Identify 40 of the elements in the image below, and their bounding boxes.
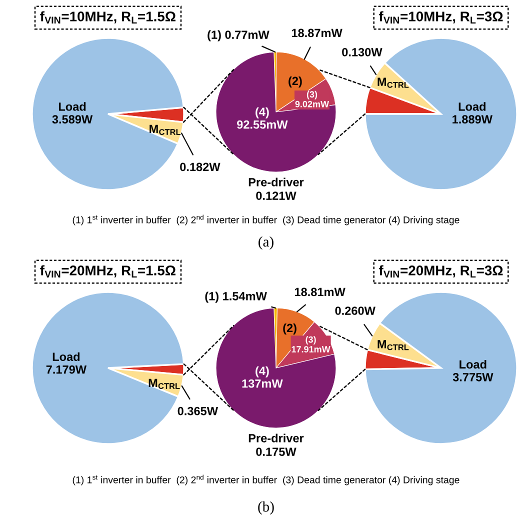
text: (1) 1$^{st}$ inverter in buffer (2) 2$^{nd}$ inverter in buffer (3) Dead time generator (4) Driving stage	[72, 214, 460, 226]
data-label: 18.87mW	[292, 28, 342, 38]
data-label: 0.182W	[180, 162, 220, 172]
slice-label: Load	[460, 360, 486, 369]
text: (b)	[258, 501, 274, 515]
data-label: 92.55mW	[237, 120, 288, 129]
text: (a)	[258, 236, 274, 250]
chart-title: f$_{VIN}$=20MHz, R$_{L}$=3Ω	[378, 265, 503, 278]
slice-label: (1) 1.54mW	[205, 292, 267, 303]
slice-label: (1) 0.77mW	[208, 30, 270, 42]
slice-label: Load	[458, 102, 486, 111]
data-label: 7.179W	[46, 365, 87, 374]
text: Pre-driver 0.121W	[248, 178, 304, 200]
slice-label: (4)	[256, 107, 269, 118]
data-label: 3.589W	[52, 115, 93, 124]
slice-label: (3)	[306, 336, 316, 345]
slice-label: M$_{CTRL}$	[150, 124, 181, 135]
data-label: 0.130W	[342, 48, 382, 56]
slice-label: (2)	[288, 76, 302, 88]
slice-label: M$_{CTRL}$	[148, 378, 180, 389]
data-label: 9.02mW	[295, 100, 330, 108]
data-label: 18.81mW	[294, 288, 346, 296]
slice-label: Load	[58, 102, 86, 111]
slice-label: (2)	[283, 323, 296, 335]
slice-label: Load	[52, 352, 80, 362]
data-label: 137mW	[242, 379, 283, 388]
slice-label: (4)	[256, 366, 269, 378]
slice-label: (3)	[306, 90, 318, 100]
chart-title: f$_{VIN}$=10MHz, R$_{L}$=1.5Ω	[40, 11, 176, 24]
chart-title: f$_{VIN}$=10MHz, R$_{L}$=3Ω	[378, 11, 503, 24]
slice-label: M$_{CTRL}$	[378, 78, 409, 88]
data-label: 0.365W	[178, 406, 218, 416]
data-label: 17.91mW	[292, 346, 330, 352]
data-label: 3.775W	[452, 372, 494, 382]
data-label: 1.889W	[452, 115, 492, 124]
slice-label: M$_{CTRL}$	[378, 340, 409, 350]
data-label: 0.260W	[335, 306, 376, 315]
text: Pre-driver 0.175W	[248, 434, 304, 456]
text: (1) 1$^{st}$ inverter in buffer (2) 2$^{nd}$ inverter in buffer (3) Dead time generator (4) Driving stage	[72, 474, 460, 486]
chart-title: f$_{VIN}$=20MHz, R$_{L}$=1.5Ω	[40, 265, 176, 278]
